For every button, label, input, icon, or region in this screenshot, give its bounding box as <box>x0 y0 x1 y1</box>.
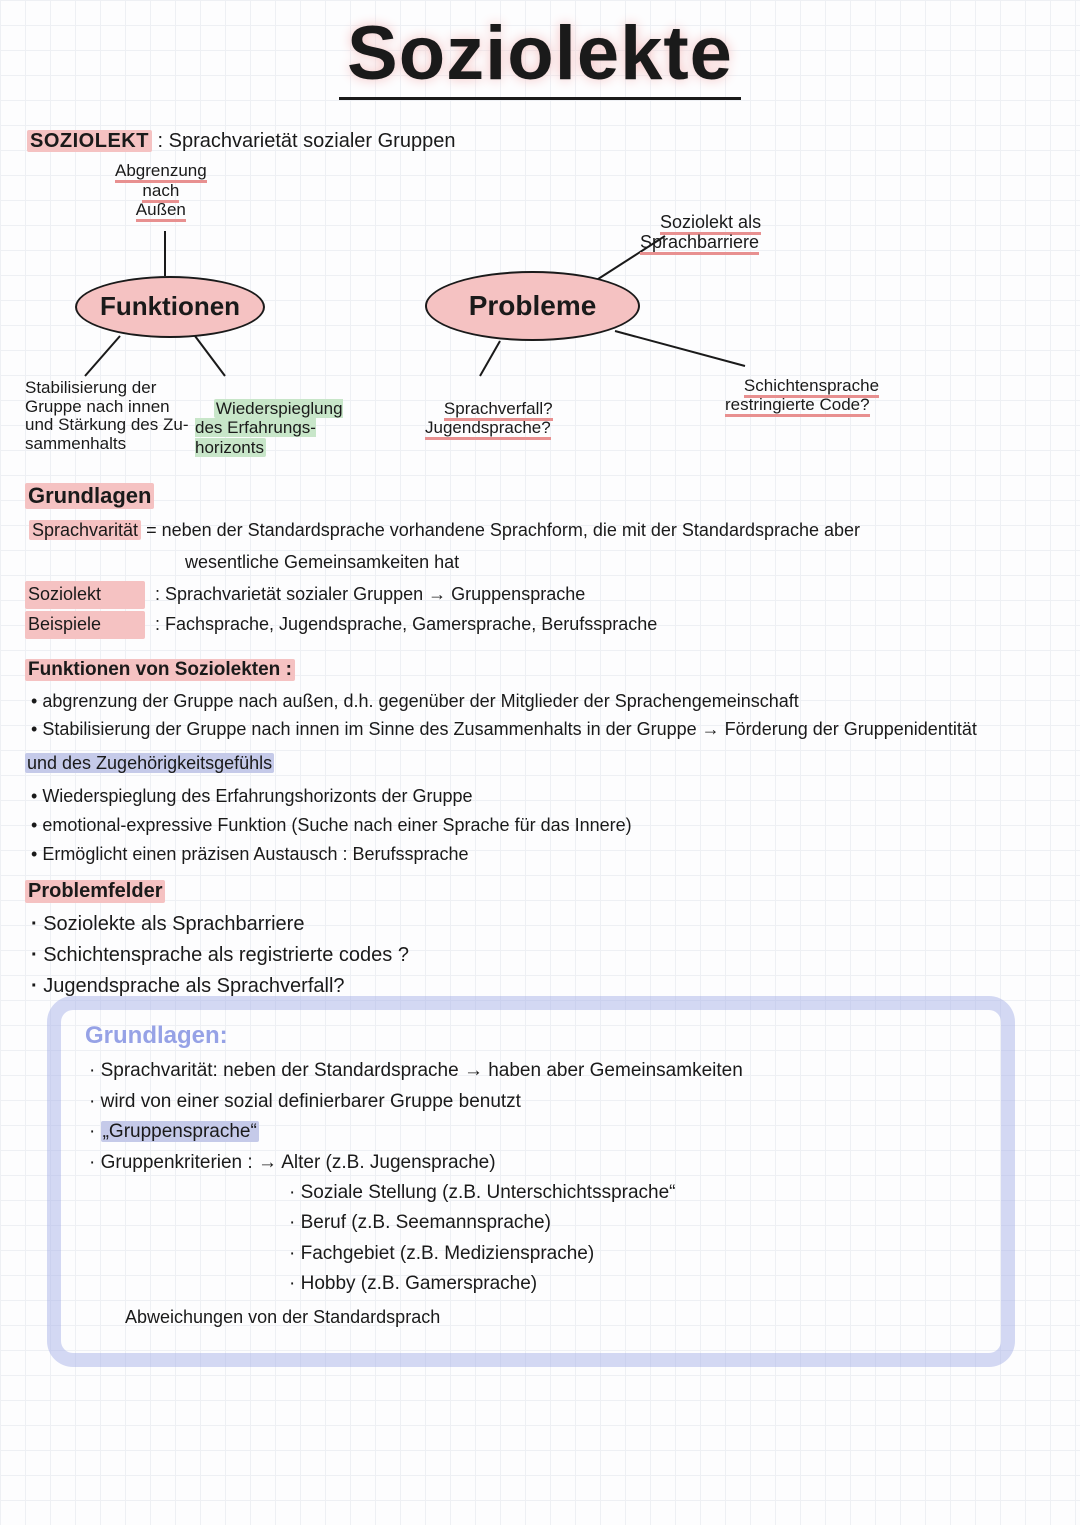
definition-line: SOZIOLEKT : Sprachvarietät sozialer Grup… <box>27 130 1055 153</box>
funktionen-right: Wiederspieglung des Erfahrungs- horizont… <box>195 379 343 477</box>
problemfelder-list: Soziolekte als Sprachbarriere Schichtens… <box>31 909 1055 1002</box>
bubble-probleme: Probleme <box>425 271 640 341</box>
funk-item: abgrenzung der Gruppe nach außen, d.h. g… <box>31 687 1055 716</box>
funktionen-list2: Wiederspieglung des Erfahrungshorizonts … <box>31 782 1055 868</box>
funktionen-top: Abgrenzung nach Außen <box>115 161 207 220</box>
title-wrap: Soziolekte <box>25 10 1055 124</box>
box-line: Sprachvarität: neben der Standardsprache… <box>89 1056 979 1086</box>
probleme-topright: Soziolekt als Sprachbarriere <box>640 193 761 272</box>
page-title: Soziolekte <box>339 10 741 100</box>
row3-text: : Fachsprache, Jugendsprache, Gamersprac… <box>155 611 657 639</box>
funktionen-left: Stabilisierung der Gruppe nach innen und… <box>25 379 188 454</box>
definition-text: : Sprachvarietät sozialer Gruppen <box>158 130 456 152</box>
box-line: wird von einer sozial definierbarer Grup… <box>89 1087 979 1117</box>
funk-item: emotional-expressive Funktion (Suche nac… <box>31 811 1055 840</box>
funk-item: Ermöglicht einen präzisen Austausch : Be… <box>31 840 1055 869</box>
prob-item: Jugendsprache als Sprachverfall? <box>31 971 1055 1002</box>
problemfelder-heading: Problemfelder <box>25 880 165 903</box>
prob-item: Soziolekte als Sprachbarriere <box>31 909 1055 940</box>
row3-term: Beispiele <box>25 611 145 639</box>
row2-term: Soziolekt <box>25 581 145 609</box>
bubble-funktionen: Funktionen <box>75 276 265 338</box>
mindmap: Abgrenzung nach Außen Funktionen Stabili… <box>25 161 1055 471</box>
box-criterion: Beruf (z.B. Seemannsprache) <box>289 1208 979 1238</box>
probleme-bottom: Sprachverfall? Jugendsprache? <box>425 379 553 457</box>
funk-item: Wiederspieglung des Erfahrungshorizonts … <box>31 782 1055 811</box>
row1-cont: wesentliche Gemeinsamkeiten hat <box>185 549 1055 577</box>
funktionen-section: Funktionen von Soziolekten : abgrenzung … <box>25 653 1055 869</box>
box-line: Gruppenkriterien : → Alter (z.B. Jugensp… <box>89 1148 979 1178</box>
funktionen-heading: Funktionen von Soziolekten : <box>25 659 295 681</box>
prob-item: Schichtensprache als registrierte codes … <box>31 940 1055 971</box>
row1-text: = neben der Standardsprache vorhandene S… <box>146 520 860 540</box>
box-heading: Grundlagen: <box>85 1022 979 1050</box>
grundlagen-heading: Grundlagen <box>25 483 154 509</box>
box-line: „Gruppensprache“ <box>89 1117 979 1147</box>
probleme-right: Schichtensprache restringierte Code? <box>725 356 879 434</box>
funktionen-list: abgrenzung der Gruppe nach außen, d.h. g… <box>31 687 1055 745</box>
box-footer: Abweichungen von der Standardsprach <box>125 1304 979 1332</box>
grundlagen-section: Grundlagen Sprachvarität = neben der Sta… <box>25 477 1055 639</box>
problemfelder-section: Problemfelder Soziolekte als Sprachbarri… <box>25 874 1055 1002</box>
definition-term: SOZIOLEKT <box>27 130 152 152</box>
box-criterion: Fachgebiet (z.B. Mediziensprache) <box>289 1239 979 1269</box>
funk-cont: und des Zugehörigkeitsgefühls <box>25 753 274 773</box>
funk-item: Stabilisierung der Gruppe nach innen im … <box>31 715 1055 744</box>
box-criterion: Hobby (z.B. Gamersprache) <box>289 1269 979 1299</box>
box-criterion: Soziale Stellung (z.B. Unterschichtsspra… <box>289 1178 979 1208</box>
row1-term: Sprachvarität <box>29 520 141 540</box>
box-list: Sprachvarität: neben der Standardsprache… <box>89 1056 979 1299</box>
row2-text: : Sprachvarietät sozialer Gruppen → Grup… <box>155 581 585 609</box>
summary-box: Grundlagen: Sprachvarität: neben der Sta… <box>61 1010 1001 1353</box>
